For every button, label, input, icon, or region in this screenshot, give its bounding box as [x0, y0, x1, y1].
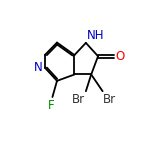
Text: F: F: [48, 99, 55, 112]
Text: Br: Br: [72, 93, 85, 107]
Text: N: N: [34, 61, 43, 74]
Text: Br: Br: [103, 93, 116, 107]
Text: O: O: [115, 50, 124, 63]
Text: NH: NH: [87, 29, 104, 42]
